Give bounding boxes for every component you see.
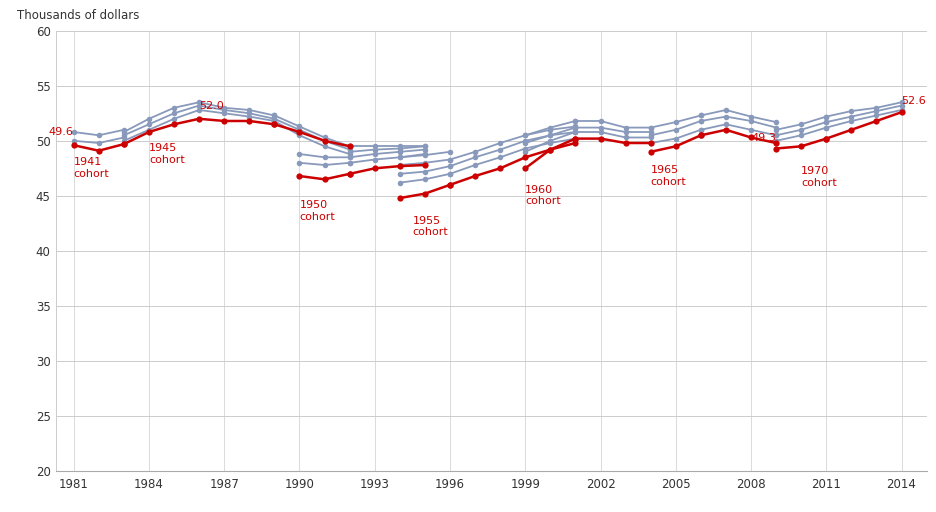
Text: 1950
cohort: 1950 cohort (300, 200, 335, 222)
Text: Thousands of dollars: Thousands of dollars (17, 9, 139, 22)
Text: 1955
cohort: 1955 cohort (413, 216, 448, 237)
Text: 1970
cohort: 1970 cohort (801, 166, 837, 188)
Text: 1945
cohort: 1945 cohort (149, 143, 184, 164)
Text: 52.6: 52.6 (901, 96, 927, 105)
Text: 1941
cohort: 1941 cohort (74, 157, 110, 179)
Text: 49.6: 49.6 (49, 127, 74, 138)
Text: 1965
cohort: 1965 cohort (651, 165, 686, 186)
Text: 52.0: 52.0 (199, 101, 224, 111)
Text: 49.3: 49.3 (752, 133, 776, 143)
Text: 1960
cohort: 1960 cohort (525, 185, 561, 206)
